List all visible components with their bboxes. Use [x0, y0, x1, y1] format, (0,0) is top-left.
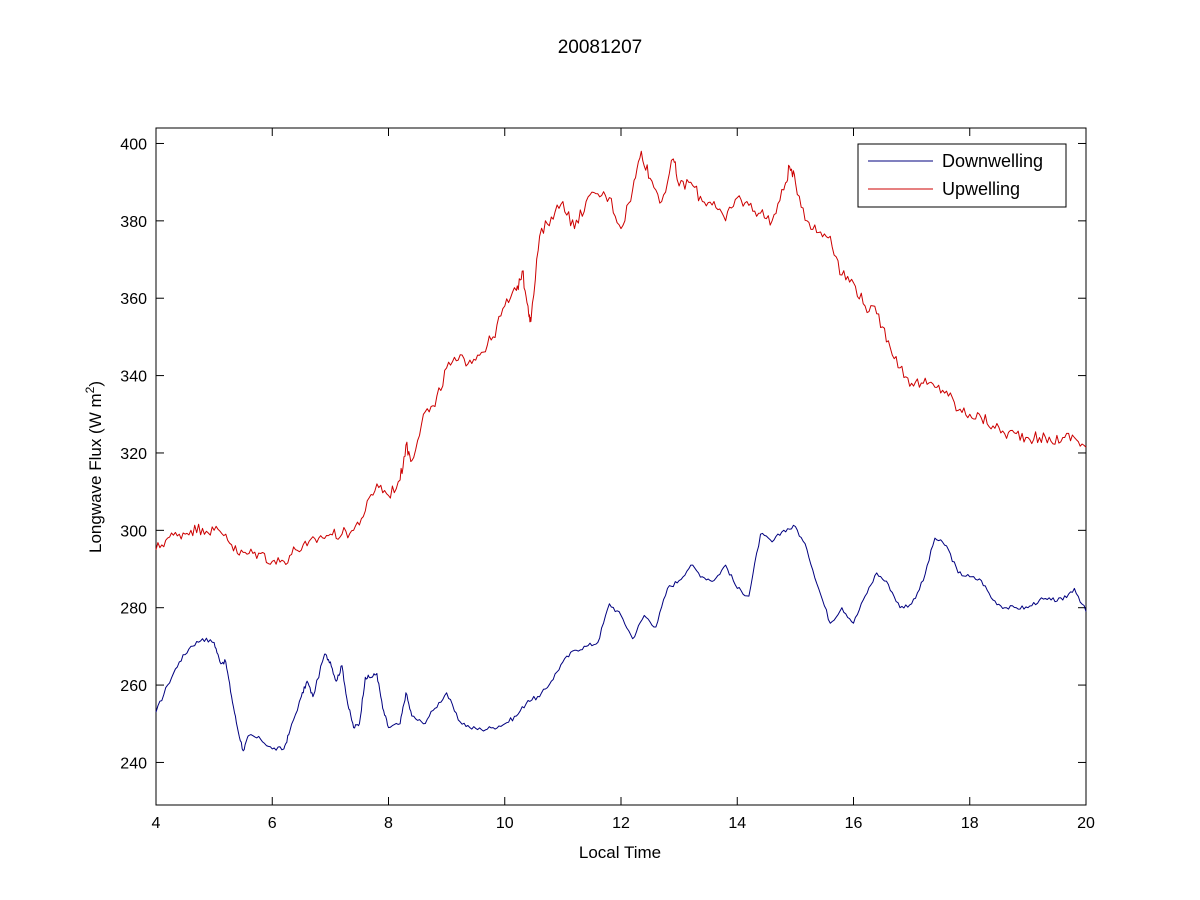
y-tick-label-320: 320	[120, 446, 147, 463]
y-tick-label-240: 240	[120, 755, 147, 772]
series-line-downwelling	[155, 524, 1087, 752]
y-tick-label-260: 260	[120, 678, 147, 695]
y-tick-label-360: 360	[120, 291, 147, 308]
y-tick-label-280: 280	[120, 601, 147, 618]
chart-title: 20081207	[558, 37, 643, 58]
y-axis-label: Longwave Flux (W m2)	[83, 381, 105, 553]
y-tick-label-340: 340	[120, 369, 147, 386]
x-axis-label: Local Time	[579, 843, 661, 862]
x-tick-label-6: 6	[268, 815, 277, 832]
x-tick-label-10: 10	[496, 815, 514, 832]
x-tick-label-20: 20	[1077, 815, 1095, 832]
y-axis-label-prefix: Longwave Flux (W m	[86, 393, 105, 553]
x-tick-label-16: 16	[845, 815, 863, 832]
y-tick-label-300: 300	[120, 523, 147, 540]
x-tick-label-4: 4	[152, 815, 161, 832]
y-tick-label-400: 400	[120, 136, 147, 153]
y-axis-label-superscript: 2	[83, 386, 97, 393]
x-tick-label-18: 18	[961, 815, 979, 832]
y-tick-label-380: 380	[120, 214, 147, 231]
legend-label-upwelling: Upwelling	[942, 179, 1020, 199]
series-line-upwelling	[155, 150, 1087, 565]
legend-box	[857, 143, 1067, 208]
x-tick-label-14: 14	[728, 815, 746, 832]
x-tick-label-8: 8	[384, 815, 393, 832]
x-tick-label-12: 12	[612, 815, 630, 832]
legend-label-downwelling: Downwelling	[942, 151, 1043, 171]
plot-area: 4 6 8 10 12 14 16 18 20 240 260 280 300 320 340 360 380 4…	[120, 127, 1095, 832]
y-axis-label-suffix: )	[86, 381, 105, 387]
